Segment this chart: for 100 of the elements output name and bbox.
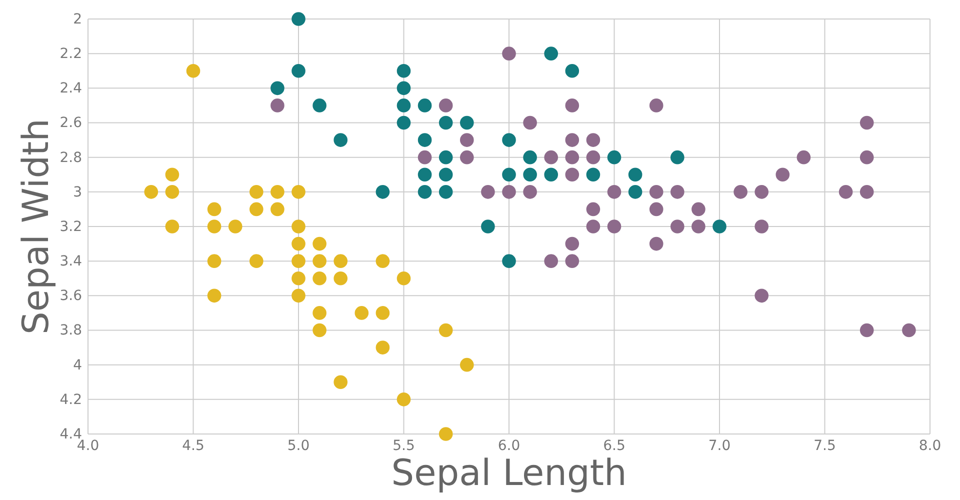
- point: [312, 323, 326, 338]
- x-tick-label: 7.5: [814, 438, 836, 454]
- x-tick-label: 8.0: [918, 438, 942, 454]
- point: [249, 254, 264, 268]
- y-tick-label: 4.2: [60, 392, 82, 408]
- y-tick-label: 3.6: [60, 288, 82, 304]
- y-tick-label: 2.2: [60, 46, 82, 62]
- point: [565, 254, 580, 268]
- point: [418, 98, 432, 112]
- point: [312, 98, 326, 112]
- point: [249, 202, 264, 216]
- y-axis-title: Sepal Width: [16, 118, 57, 334]
- point: [292, 12, 306, 26]
- point: [270, 202, 284, 216]
- y-tick-label: 3.2: [60, 218, 82, 235]
- point: [565, 168, 580, 182]
- point: [270, 98, 284, 112]
- point: [418, 133, 432, 147]
- point: [565, 150, 580, 164]
- point: [460, 358, 474, 372]
- point: [292, 254, 306, 268]
- point: [838, 185, 853, 199]
- point: [565, 98, 580, 112]
- point: [460, 116, 474, 130]
- point: [376, 185, 390, 199]
- point: [670, 150, 684, 164]
- point: [692, 220, 706, 234]
- point: [523, 185, 537, 199]
- point: [544, 46, 558, 60]
- point: [502, 46, 516, 60]
- point: [207, 254, 222, 268]
- point: [502, 168, 516, 182]
- point: [418, 168, 432, 182]
- point: [796, 150, 811, 164]
- point: [502, 133, 516, 147]
- point: [396, 271, 411, 286]
- y-tick-label: 3.8: [60, 322, 82, 339]
- point: [628, 168, 642, 182]
- point: [565, 64, 580, 78]
- point: [376, 340, 390, 354]
- point: [312, 254, 326, 268]
- point: [734, 185, 748, 199]
- x-tick-label: 4.5: [182, 438, 204, 454]
- point: [523, 116, 537, 130]
- point: [438, 168, 453, 182]
- point: [607, 220, 622, 234]
- point: [292, 236, 306, 251]
- y-tick-label: 2: [73, 11, 82, 28]
- point: [249, 185, 264, 199]
- point: [438, 116, 453, 130]
- point: [565, 236, 580, 251]
- point: [649, 236, 664, 251]
- point: [292, 288, 306, 303]
- point: [396, 98, 411, 112]
- point: [207, 288, 222, 303]
- point: [860, 150, 874, 164]
- point: [165, 185, 180, 199]
- point: [312, 271, 326, 286]
- point: [754, 185, 769, 199]
- point: [312, 306, 326, 320]
- point: [607, 150, 622, 164]
- point: [418, 185, 432, 199]
- point: [902, 323, 916, 338]
- point: [712, 220, 726, 234]
- point: [649, 202, 664, 216]
- point: [649, 98, 664, 112]
- point: [586, 133, 600, 147]
- point: [586, 202, 600, 216]
- x-tick-label: 5.5: [392, 438, 415, 454]
- point: [754, 288, 769, 303]
- point: [312, 236, 326, 251]
- point: [860, 323, 874, 338]
- point: [628, 185, 642, 199]
- point: [270, 185, 284, 199]
- y-tick-label: 3: [73, 184, 82, 200]
- point: [670, 185, 684, 199]
- point: [670, 220, 684, 234]
- point: [776, 168, 790, 182]
- point: [544, 254, 558, 268]
- point: [292, 64, 306, 78]
- point: [649, 185, 664, 199]
- point: [334, 133, 348, 147]
- point: [376, 306, 390, 320]
- point: [460, 150, 474, 164]
- point: [292, 185, 306, 199]
- x-tick-label: 7.0: [708, 438, 731, 454]
- point: [692, 202, 706, 216]
- point: [376, 254, 390, 268]
- point: [228, 220, 242, 234]
- point: [396, 392, 411, 406]
- point: [396, 81, 411, 96]
- point: [586, 220, 600, 234]
- x-tick-label: 5.0: [287, 438, 310, 454]
- point: [607, 185, 622, 199]
- point: [438, 150, 453, 164]
- point: [438, 185, 453, 199]
- point: [754, 220, 769, 234]
- point: [354, 306, 369, 320]
- point: [334, 254, 348, 268]
- point: [165, 220, 180, 234]
